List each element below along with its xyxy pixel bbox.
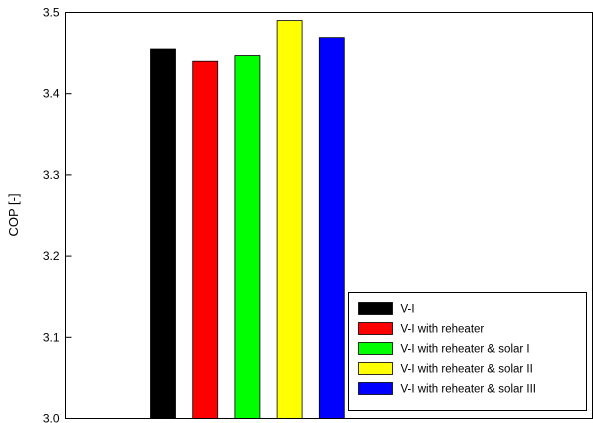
legend-swatch bbox=[358, 362, 393, 375]
bar bbox=[276, 20, 303, 419]
bar bbox=[318, 37, 345, 419]
legend-swatch bbox=[358, 382, 393, 395]
y-axis-title: COP [-] bbox=[6, 193, 21, 236]
legend-swatch bbox=[358, 302, 393, 315]
bar bbox=[192, 60, 219, 419]
bars-group bbox=[150, 20, 345, 419]
y-axis: 3.0 3.1 3.2 3.3 3.4 3.5 bbox=[43, 6, 72, 423]
bar bbox=[150, 48, 176, 419]
legend: V-I V-I with reheater V-I with reheater & … bbox=[348, 292, 587, 411]
legend-swatch bbox=[358, 322, 393, 335]
y-tick-label: 3.4 bbox=[43, 87, 60, 101]
legend-label: V-I with reheater & solar II bbox=[401, 364, 533, 376]
bar bbox=[234, 55, 261, 419]
legend-label: V-I with reheater & solar I bbox=[401, 344, 530, 356]
y-tick-label: 3.5 bbox=[43, 6, 60, 20]
y-tick-label: 3.3 bbox=[43, 168, 60, 182]
legend-swatch bbox=[358, 342, 393, 355]
y-tick-label: 3.0 bbox=[43, 412, 60, 423]
legend-label: V-I with reheater & solar III bbox=[401, 384, 537, 396]
legend-label: V-I bbox=[401, 304, 415, 316]
y-tick-label: 3.2 bbox=[43, 249, 60, 263]
y-tick-label: 3.1 bbox=[43, 330, 60, 344]
legend-label: V-I with reheater bbox=[401, 324, 485, 336]
